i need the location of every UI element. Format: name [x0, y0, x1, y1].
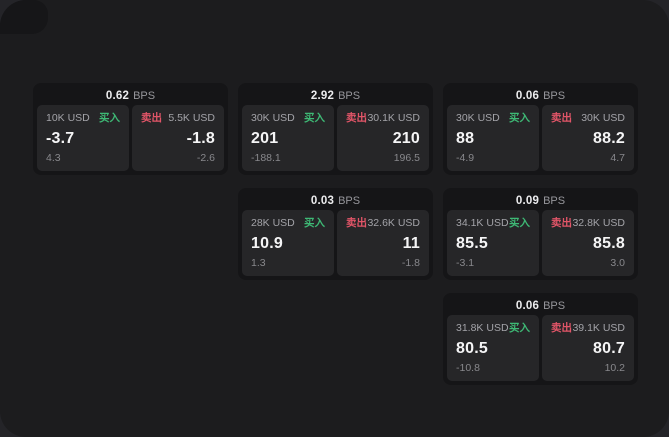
buy-price: 88 [456, 130, 475, 147]
buy-delta: -188.1 [251, 152, 281, 164]
buy-delta: 4.3 [46, 152, 61, 164]
sell-price: 210 [392, 130, 420, 147]
sell-side-label: 卖出 [346, 217, 367, 229]
buy-sell-panels: 30K USD 买入 201 -188.1 卖出 30.1K USD 210 1… [242, 105, 429, 171]
sell-side-label: 卖出 [141, 112, 162, 124]
sell-delta: -2.6 [196, 152, 215, 164]
sell-delta: 3.0 [610, 257, 625, 269]
spread-unit-label: BPS [543, 195, 566, 207]
spread-unit-label: BPS [338, 90, 361, 102]
sell-notional: 5.5K USD [168, 112, 215, 124]
sell-tile[interactable]: 卖出 32.6K USD 11 -1.8 [337, 210, 429, 276]
sell-delta: 196.5 [393, 152, 420, 164]
sell-notional: 30.1K USD [367, 112, 420, 124]
buy-delta: 1.3 [251, 257, 266, 269]
buy-side-label: 买入 [509, 217, 530, 229]
spread-value: 0.06 [515, 300, 540, 312]
buy-notional: 30K USD [251, 112, 295, 124]
quote-cards-grid: 0.62 BPS 10K USD 买入 -3.7 4.3 卖出 5.5K USD [33, 83, 638, 385]
spread-header: 0.03 BPS [242, 192, 429, 210]
buy-tile[interactable]: 10K USD 买入 -3.7 4.3 [37, 105, 129, 171]
spread-header: 2.92 BPS [242, 87, 429, 105]
quote-card: 0.06 BPS 31.8K USD 买入 80.5 -10.8 卖出 39.1… [443, 293, 638, 385]
spread-value: 0.62 [105, 90, 130, 102]
sell-side-label: 卖出 [346, 112, 367, 124]
quote-card: 2.92 BPS 30K USD 买入 201 -188.1 卖出 30.1K … [238, 83, 433, 175]
sell-price: -1.8 [186, 130, 215, 147]
sell-price: 11 [402, 235, 420, 252]
sell-notional: 32.8K USD [572, 217, 625, 229]
buy-notional: 30K USD [456, 112, 500, 124]
sell-tile[interactable]: 卖出 39.1K USD 80.7 10.2 [542, 315, 634, 381]
buy-delta: -4.9 [456, 152, 475, 164]
sell-tile[interactable]: 卖出 32.8K USD 85.8 3.0 [542, 210, 634, 276]
buy-tile[interactable]: 31.8K USD 买入 80.5 -10.8 [447, 315, 539, 381]
buy-side-label: 买入 [509, 112, 530, 124]
buy-tile[interactable]: 28K USD 买入 10.9 1.3 [242, 210, 334, 276]
sell-side-label: 卖出 [551, 112, 572, 124]
buy-side-label: 买入 [304, 112, 325, 124]
buy-sell-panels: 28K USD 买入 10.9 1.3 卖出 32.6K USD 11 -1.8 [242, 210, 429, 276]
spread-value: 2.92 [310, 90, 335, 102]
spread-unit-label: BPS [338, 195, 361, 207]
buy-tile[interactable]: 30K USD 买入 201 -188.1 [242, 105, 334, 171]
sell-side-label: 卖出 [551, 217, 572, 229]
spread-header: 0.62 BPS [37, 87, 224, 105]
spread-value: 0.03 [310, 195, 335, 207]
quote-card: 0.06 BPS 30K USD 买入 88 -4.9 卖出 30K USD [443, 83, 638, 175]
buy-sell-panels: 10K USD 买入 -3.7 4.3 卖出 5.5K USD -1.8 -2.… [37, 105, 224, 171]
buy-notional: 28K USD [251, 217, 295, 229]
sell-notional: 32.6K USD [367, 217, 420, 229]
buy-price: 201 [251, 130, 279, 147]
sell-tile[interactable]: 卖出 30.1K USD 210 196.5 [337, 105, 429, 171]
buy-notional: 34.1K USD [456, 217, 509, 229]
quote-card: 0.62 BPS 10K USD 买入 -3.7 4.3 卖出 5.5K USD [33, 83, 228, 175]
sell-notional: 30K USD [581, 112, 625, 124]
spread-value: 0.06 [515, 90, 540, 102]
spread-unit-label: BPS [543, 90, 566, 102]
buy-notional: 31.8K USD [456, 322, 509, 334]
buy-tile[interactable]: 30K USD 买入 88 -4.9 [447, 105, 539, 171]
spread-header: 0.06 BPS [447, 87, 634, 105]
sell-delta: 4.7 [610, 152, 625, 164]
buy-side-label: 买入 [99, 112, 120, 124]
buy-delta: -3.1 [456, 257, 475, 269]
sell-notional: 39.1K USD [572, 322, 625, 334]
sell-delta: -1.8 [401, 257, 420, 269]
sell-delta: 10.2 [604, 362, 625, 374]
buy-sell-panels: 30K USD 买入 88 -4.9 卖出 30K USD 88.2 4.7 [447, 105, 634, 171]
sell-price: 88.2 [593, 130, 625, 147]
spread-header: 0.06 BPS [447, 297, 634, 315]
sell-tile[interactable]: 卖出 30K USD 88.2 4.7 [542, 105, 634, 171]
sell-price: 85.8 [593, 235, 625, 252]
quote-card: 0.03 BPS 28K USD 买入 10.9 1.3 卖出 32.6K US… [238, 188, 433, 280]
sell-side-label: 卖出 [551, 322, 572, 334]
buy-sell-panels: 31.8K USD 买入 80.5 -10.8 卖出 39.1K USD 80.… [447, 315, 634, 381]
spread-unit-label: BPS [543, 300, 566, 312]
buy-side-label: 买入 [509, 322, 530, 334]
spread-value: 0.09 [515, 195, 540, 207]
buy-sell-panels: 34.1K USD 买入 85.5 -3.1 卖出 32.8K USD 85.8… [447, 210, 634, 276]
buy-price: 85.5 [456, 235, 488, 252]
buy-notional: 10K USD [46, 112, 90, 124]
spread-header: 0.09 BPS [447, 192, 634, 210]
spread-unit-label: BPS [133, 90, 156, 102]
buy-delta: -10.8 [456, 362, 480, 374]
sell-tile[interactable]: 卖出 5.5K USD -1.8 -2.6 [132, 105, 224, 171]
buy-price: 80.5 [456, 340, 488, 357]
quote-card: 0.09 BPS 34.1K USD 买入 85.5 -3.1 卖出 32.8K… [443, 188, 638, 280]
screen-corner-shade [0, 0, 48, 34]
buy-tile[interactable]: 34.1K USD 买入 85.5 -3.1 [447, 210, 539, 276]
buy-price: -3.7 [46, 130, 75, 147]
buy-price: 10.9 [251, 235, 283, 252]
buy-side-label: 买入 [304, 217, 325, 229]
sell-price: 80.7 [593, 340, 625, 357]
